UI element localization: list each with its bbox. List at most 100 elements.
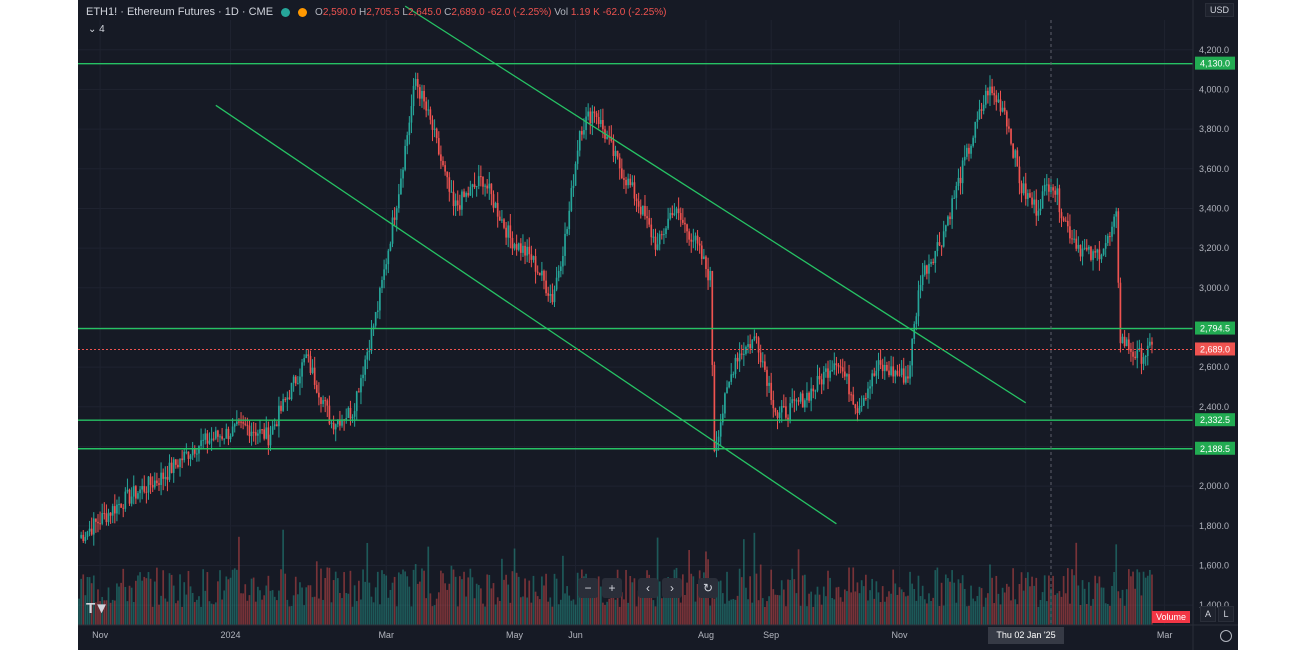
candle-body	[250, 431, 253, 437]
candle-body	[572, 185, 575, 189]
candle-body	[816, 375, 819, 391]
candle-body	[669, 212, 672, 219]
volume-bar	[84, 595, 87, 625]
volume-bar	[614, 599, 617, 625]
candle-body	[1071, 238, 1073, 240]
candle-body	[753, 336, 756, 340]
candle-body	[522, 245, 524, 253]
volume-bar	[450, 565, 453, 625]
volume-bar	[421, 568, 423, 625]
candle-body	[524, 245, 526, 256]
volume-bar	[993, 603, 996, 625]
scroll-right-button[interactable]: ›	[662, 578, 682, 598]
change-value: -62.0 (-2.25%)	[487, 6, 552, 18]
candle-body	[431, 119, 434, 130]
candle-body	[966, 147, 968, 157]
candle-body	[1062, 218, 1065, 221]
candle-body	[410, 106, 413, 123]
volume-bar	[1151, 574, 1153, 625]
candle-body	[820, 379, 823, 385]
volume-bar	[602, 602, 604, 625]
volume-bar	[1079, 604, 1082, 625]
volume-bar	[395, 606, 398, 625]
candle-body	[780, 406, 783, 413]
volume-bar	[909, 571, 911, 625]
volume-bar	[290, 606, 293, 625]
candle-body	[141, 486, 144, 490]
volume-bar	[113, 600, 116, 625]
candle-body	[425, 101, 428, 111]
candle-body	[681, 219, 684, 223]
volume-bar	[406, 576, 409, 625]
volume-bar	[416, 583, 419, 625]
candle-body	[231, 426, 234, 437]
x-tick-label: Nov	[92, 630, 109, 640]
volume-bar	[496, 597, 499, 625]
candle-body	[936, 242, 939, 251]
volume-bar	[585, 573, 587, 625]
candle-body	[107, 512, 110, 523]
volume-bar	[498, 600, 501, 625]
symbol-title[interactable]: ETH1! · Ethereum Futures · 1D · CME	[86, 6, 274, 18]
currency-selector[interactable]: USD	[1204, 3, 1234, 17]
volume-badge[interactable]: Volume	[1151, 611, 1190, 623]
zoom-out-button[interactable]: −	[578, 578, 598, 598]
candle-body	[400, 178, 402, 195]
candle-body	[761, 361, 764, 363]
candle-body	[583, 130, 585, 135]
volume-bar	[1096, 583, 1099, 625]
candlestick-chart[interactable]: 4,200.0 4,000.0 3,800.0 3,600.0 3,400.0 3,200…	[78, 0, 1238, 650]
candle-body	[555, 277, 558, 290]
scroll-left-button[interactable]: ‹	[638, 578, 658, 598]
candle-body	[974, 121, 977, 138]
volume-bar	[789, 580, 791, 625]
volume-bar	[606, 601, 608, 625]
volume-bar	[1054, 594, 1057, 625]
volume-bar	[95, 602, 97, 625]
reset-chart-icon[interactable]: ↻	[698, 578, 718, 598]
volume-bar	[501, 558, 503, 625]
volume-bar	[364, 581, 367, 625]
volume-bar	[637, 590, 640, 625]
indicators-toggle[interactable]: ⌄ 4	[88, 24, 105, 35]
log-scale-button[interactable]: L	[1218, 606, 1234, 622]
volume-bar	[856, 582, 859, 625]
volume-bar	[886, 596, 888, 625]
x-tick-label: Mar	[1157, 630, 1173, 640]
volume-bar	[559, 599, 562, 625]
volume-bar	[1041, 592, 1044, 625]
candle-body	[503, 219, 505, 228]
volume-bar	[904, 596, 907, 625]
volume-bar	[753, 532, 756, 625]
candle-body	[564, 233, 566, 256]
volume-bar	[648, 574, 651, 625]
volume-bar	[505, 574, 507, 625]
level-price-tag	[1195, 56, 1235, 70]
candle-body	[174, 459, 177, 465]
x-tick-label: Nov	[892, 630, 909, 640]
volume-bar	[238, 536, 240, 625]
candle-body	[993, 93, 996, 96]
candle-body	[778, 412, 781, 418]
market-dot-icon	[298, 7, 308, 17]
settings-gear-icon[interactable]	[1220, 630, 1232, 642]
volume-bar	[715, 590, 718, 625]
candle-body	[95, 518, 97, 522]
candle-body	[366, 352, 369, 360]
candle-body	[747, 344, 749, 347]
zoom-in-button[interactable]: +	[602, 578, 622, 598]
volume-bar	[404, 571, 406, 625]
volume-bar	[966, 606, 968, 625]
candle-body	[86, 531, 89, 537]
candle-body	[347, 407, 350, 418]
volume-bar	[543, 585, 545, 625]
candle-body	[284, 399, 287, 401]
volume-bar	[248, 595, 251, 625]
candle-body	[1140, 348, 1143, 364]
candle-body	[328, 405, 331, 424]
auto-scale-button[interactable]: A	[1200, 606, 1216, 622]
candle-body	[496, 202, 499, 217]
volume-bar	[1071, 569, 1073, 625]
candle-body	[549, 294, 552, 296]
volume-bar	[414, 564, 417, 625]
